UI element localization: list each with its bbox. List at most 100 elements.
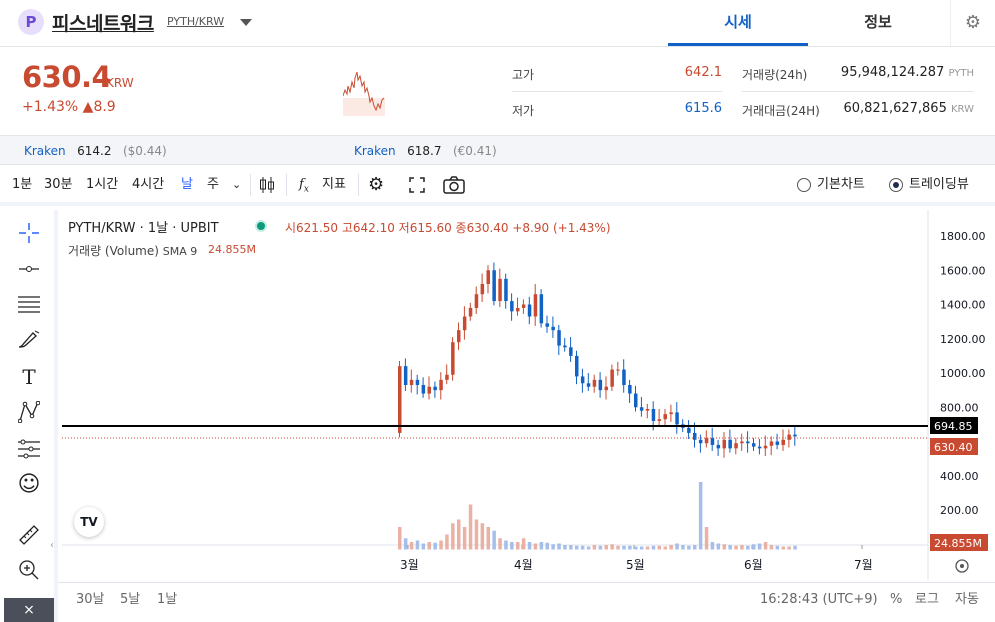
ruler-icon[interactable] [12,520,46,550]
candle-body [586,383,591,387]
coin-pair[interactable]: PYTH/KRW [167,15,225,28]
magnet-icon[interactable]: ⨯ [4,598,54,622]
volume-sma: SMA 9 [162,245,198,258]
range-5d[interactable]: 5날 [120,592,141,607]
volume-bar [657,545,662,550]
candle-body [757,446,762,449]
volume-bar [586,546,591,550]
volume-bar [645,546,650,550]
tab-quote[interactable]: 시세 [668,0,808,46]
candle-type-icon[interactable] [258,176,276,194]
range-30d[interactable]: 30날 [76,592,105,607]
y-tick-label: 400.00 [940,470,979,483]
fullscreen-icon[interactable] [409,177,425,193]
text-tool-icon[interactable]: T [22,365,36,389]
volume-bar [433,542,437,550]
trend-line-icon[interactable] [12,254,46,284]
crosshair-icon[interactable] [12,218,46,248]
fx-icon[interactable]: fx [299,177,309,195]
interval-4h[interactable]: 4시간 [132,177,165,192]
volume-bar [474,519,479,550]
interval-day[interactable]: 날 [181,177,193,192]
volume-bar [763,542,768,550]
last-price-tag [930,438,978,455]
chart-symbol[interactable]: PYTH/KRW · 1날 · UPBIT [68,221,219,236]
x-tick-label: 6월 [744,558,763,572]
volume-bar [787,546,791,550]
basic-chart-label[interactable]: 기본차트 [817,177,865,192]
exchange-item[interactable]: Kraken 618.7 (€0.41) [354,136,497,166]
interval-week[interactable]: 주 [207,177,219,192]
volume-bar [757,543,762,550]
y-tick-label: 200.00 [940,504,979,517]
price-chart[interactable]: 1800.00 1600.00 1400.00 1200.00 1000.00 800.0… [62,210,995,580]
volume-tag-label: 24.855M [934,537,982,550]
candle-body [769,441,774,446]
candle-body [645,408,650,411]
candle-body [575,355,579,377]
volume-legend[interactable]: 거래량 (Volume) SMA 9 [68,242,197,259]
amount-24h-label: 거래대금(24H) [742,104,820,118]
volume-bar [716,543,721,550]
tradingview-label[interactable]: 트레이딩뷰 [909,177,969,192]
x-tick-label: 7월 [854,558,873,572]
volume-bar [752,544,756,550]
gear-icon[interactable]: ⚙ [950,0,995,46]
volume-bar [592,545,597,550]
volume-bar [427,542,431,550]
radio-basic-chart[interactable] [797,178,811,192]
chevron-down-icon[interactable]: ⌄ [232,178,242,191]
candle-body [480,283,485,295]
range-1d[interactable]: 1날 [157,592,178,607]
volume-bar [569,545,573,550]
smiley-icon[interactable]: ☺ [17,472,41,497]
zoom-in-icon[interactable] [12,555,46,585]
pyth-logo-icon: P [18,9,44,35]
candle-body [521,304,526,308]
volume-bar [604,545,608,550]
candle-body [763,445,768,449]
indicators-button[interactable]: 지표 [322,177,346,192]
volume-bar [622,545,626,550]
settings-icon[interactable]: ⚙ [368,174,385,195]
chevron-down-icon[interactable] [240,19,252,26]
collapse-toolbar-icon[interactable]: ‹ [50,540,54,551]
volume-bar [504,540,508,550]
measure-icon[interactable] [12,434,46,464]
volume-bar [510,542,514,550]
candle-body [657,419,662,421]
radio-tradingview[interactable] [889,178,903,192]
volume-bar [403,538,408,550]
candle-body [746,441,750,444]
candle-body [693,432,697,440]
log-toggle[interactable]: 로그 [915,592,939,607]
tab-info[interactable]: 정보 [864,13,892,31]
volume-bar [480,523,485,550]
exchange-alt-price: ($0.44) [122,144,167,158]
camera-icon[interactable] [443,176,465,194]
volume-bar [409,542,414,550]
clock-time[interactable]: 16:28:43 (UTC+9) [760,592,878,607]
percent-toggle[interactable]: % [890,592,903,607]
candle-body [557,330,561,346]
volume-bar [746,545,750,550]
exchange-item[interactable]: Kraken 614.2 ($0.44) [24,136,167,166]
volume-legend-value: 24.855M [208,243,256,256]
interval-1m[interactable]: 1분 [12,177,33,192]
price-change-pct: +1.43% [22,99,79,115]
price-line-tag [930,417,978,434]
pattern-icon[interactable] [12,397,46,427]
exchange-name: Kraken [24,144,66,158]
candle-body [445,374,449,380]
axis-settings-icon [955,559,969,573]
interval-30m[interactable]: 30분 [44,177,73,192]
tradingview-logo-icon[interactable]: TV [74,507,104,537]
candle-body [787,434,791,440]
parallel-lines-icon[interactable] [12,289,46,319]
market-status-icon [255,220,267,232]
interval-1h[interactable]: 1시간 [86,177,119,192]
brush-icon[interactable] [12,325,46,355]
candle-body [604,386,608,391]
coin-name[interactable]: 피스네트워크 [52,13,154,35]
auto-toggle[interactable]: 자동 [955,592,979,607]
